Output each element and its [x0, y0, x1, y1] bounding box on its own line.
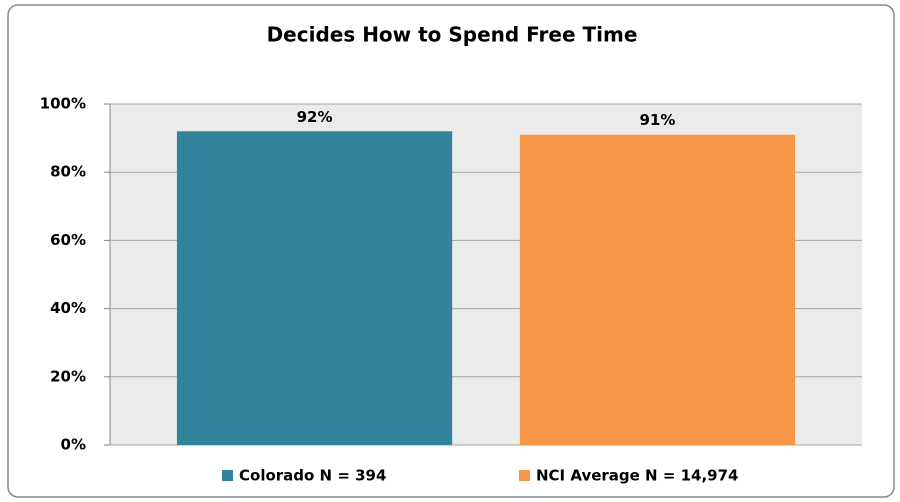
y-tick-label: 40%: [50, 299, 86, 317]
legend-swatch: [222, 470, 233, 481]
legend-swatch: [519, 470, 530, 481]
data-label: 92%: [297, 108, 333, 126]
bar: [519, 134, 796, 445]
y-tick-label: 20%: [50, 367, 86, 385]
y-tick-label: 80%: [50, 163, 86, 181]
y-tick-label: 60%: [50, 231, 86, 249]
chart-title: Decides How to Spend Free Time: [267, 23, 638, 47]
bar: [176, 131, 453, 445]
legend-label: Colorado N = 394: [239, 467, 386, 485]
data-label: 91%: [640, 111, 676, 129]
legend-label: NCI Average N = 14,974: [536, 467, 739, 485]
y-tick-label: 0%: [61, 436, 86, 454]
y-tick-label: 100%: [40, 95, 86, 113]
